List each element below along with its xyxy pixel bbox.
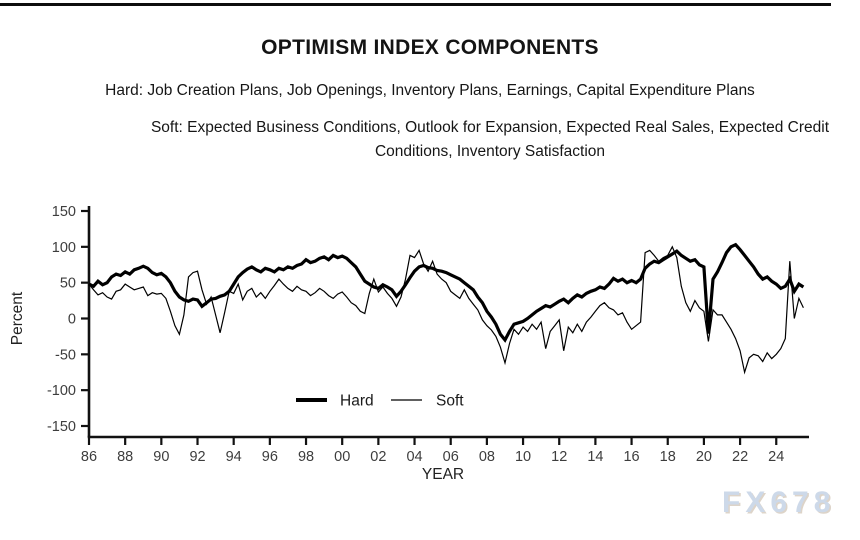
x-tick-label: 94	[226, 449, 242, 465]
y-tick-label: 50	[60, 276, 76, 292]
x-tick-label: 86	[81, 449, 97, 465]
x-tick-label: 02	[370, 449, 386, 465]
x-tick-label: 16	[623, 449, 639, 465]
y-tick-label: 0	[68, 312, 76, 328]
x-tick-label: 90	[153, 449, 169, 465]
x-tick-label: 18	[660, 449, 676, 465]
y-tick-label: -50	[55, 347, 76, 363]
y-axis-title: Percent	[9, 291, 26, 345]
chart-plot-group: 150 100 50 0 -50 -100 -150 86 88 90 92 94 96 98 00 02 04…	[9, 204, 809, 483]
x-tick-label: 00	[334, 449, 350, 465]
legend-hard-label: Hard	[340, 393, 374, 410]
x-tick-label: 24	[768, 449, 784, 465]
hard-components-description: Hard: Job Creation Plans, Job Openings, …	[105, 82, 755, 99]
watermark: FX678	[722, 486, 836, 519]
x-tick-label: 88	[117, 449, 133, 465]
x-tick-label: 08	[479, 449, 495, 465]
x-tick-label: 98	[298, 449, 314, 465]
y-tick-label: -100	[47, 383, 76, 399]
x-axis-title: YEAR	[422, 466, 464, 483]
x-tick-label: 20	[696, 449, 712, 465]
x-tick-label: 96	[262, 449, 278, 465]
x-tick-label: 14	[587, 449, 603, 465]
y-tick-label: 150	[52, 204, 76, 220]
series-soft-line	[88, 245, 804, 375]
page-title: OPTIMISM INDEX COMPONENTS	[261, 36, 599, 59]
soft-components-description: Soft: Expected Business Conditions, Outl…	[150, 119, 830, 160]
x-tick-label: 10	[515, 449, 531, 465]
x-tick-label: 22	[732, 449, 748, 465]
y-tick-label: -150	[47, 419, 76, 435]
series-hard-line	[88, 242, 805, 343]
top-divider	[0, 3, 831, 6]
x-tick-label: 92	[189, 449, 205, 465]
y-tick-label: 100	[52, 240, 76, 256]
x-tick-label: 04	[406, 449, 422, 465]
x-tick-label: 06	[443, 449, 459, 465]
legend-soft-label: Soft	[436, 393, 464, 410]
x-tick-label: 12	[551, 449, 567, 465]
